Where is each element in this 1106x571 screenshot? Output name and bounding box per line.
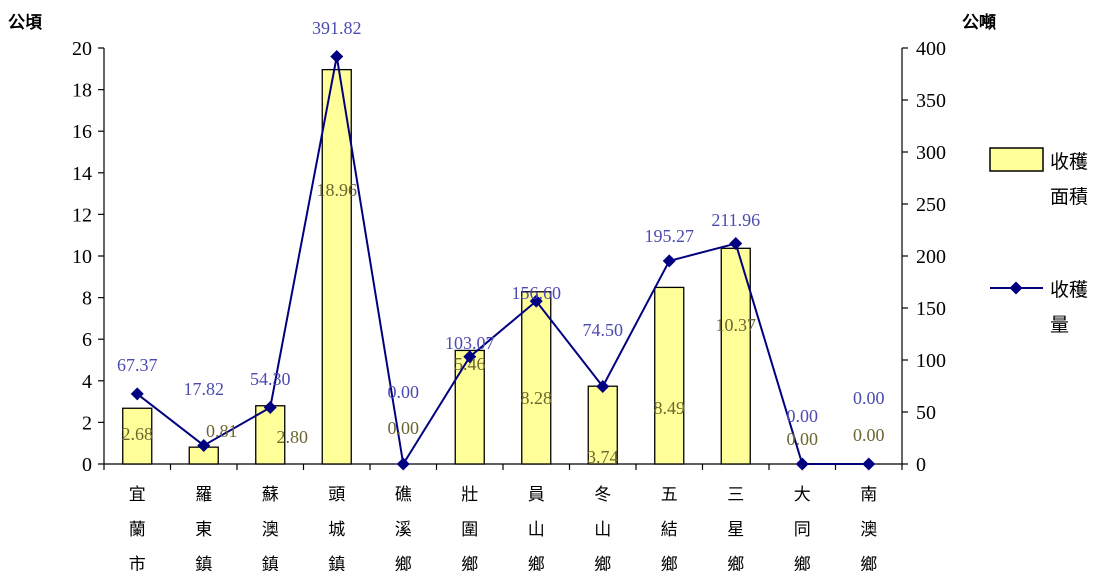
bar-value-label: 8.28	[521, 388, 553, 408]
line-value-label: 54.30	[250, 369, 291, 389]
category-label: 礁溪鄉	[395, 485, 412, 571]
bar-value-label: 10.37	[716, 315, 757, 335]
right-tick-label: 150	[916, 298, 946, 320]
legend-line-marker	[1009, 281, 1023, 295]
line-value-label: 67.37	[117, 355, 158, 375]
line-value-label: 17.82	[184, 379, 225, 399]
line-value-label: 0.00	[787, 406, 819, 426]
right-tick-label: 300	[916, 142, 946, 164]
bar-value-label: 2.80	[277, 427, 309, 447]
category-label: 冬山鄉	[594, 485, 611, 571]
left-tick-label: 8	[82, 288, 92, 310]
line-point	[330, 50, 344, 64]
category-label: 頭城鎮	[328, 485, 345, 571]
bar-value-label: 0.00	[853, 425, 885, 445]
left-tick-label: 10	[72, 246, 92, 268]
bar-value-label: 3.74	[587, 447, 619, 467]
bar-value-label: 2.68	[122, 424, 154, 444]
line-value-label: 211.96	[711, 210, 760, 230]
line-point	[862, 457, 876, 471]
category-label: 蘇澳鎮	[262, 485, 279, 571]
line-point	[263, 401, 277, 415]
category-label: 羅東鎮	[195, 485, 212, 571]
left-tick-label: 16	[72, 121, 92, 143]
line-point	[729, 237, 743, 251]
left-tick-label: 2	[82, 412, 92, 434]
left-tick-label: 6	[82, 329, 92, 351]
left-axis-unit: 公頃	[8, 13, 43, 33]
line-value-label: 0.00	[853, 388, 885, 408]
line-point	[596, 380, 610, 394]
left-tick-label: 12	[72, 204, 92, 226]
bar-value-label: 8.49	[654, 398, 686, 418]
legend-line-label: 收穫量	[1050, 279, 1088, 336]
category-label: 南澳鄉	[860, 485, 877, 571]
line-value-label: 74.50	[583, 320, 624, 340]
bar-value-label: 0.00	[388, 418, 420, 438]
left-tick-label: 18	[72, 80, 92, 102]
bars-group	[122, 68, 751, 465]
bar-value-label: 0.81	[206, 421, 238, 441]
line-value-label: 391.82	[312, 18, 362, 38]
legend-bar-swatch	[989, 147, 1044, 172]
bar-value-label: 0.00	[787, 429, 819, 449]
category-label: 大同鄉	[794, 485, 811, 571]
line-point	[529, 294, 543, 308]
right-tick-label: 250	[916, 194, 946, 216]
series-line	[136, 56, 869, 467]
bar-value-label: 5.46	[454, 354, 486, 374]
data-labels-group: 2.68 0.81 2.80 18.96 0.00 5.46 8.28 3.74 8.49 10.…	[117, 18, 885, 467]
category-label: 三星鄉	[727, 485, 744, 571]
bar	[521, 291, 552, 465]
line-value-label: 156.60	[512, 283, 562, 303]
line-value-label: 103.07	[445, 333, 495, 353]
line-point	[130, 387, 144, 401]
legend-bar-label: 收穫面積	[1050, 151, 1088, 208]
line-point	[795, 457, 809, 471]
left-tick-label: 0	[82, 454, 92, 476]
right-axis-unit: 公噸	[962, 12, 996, 33]
bar	[321, 68, 352, 465]
line-point	[197, 438, 211, 452]
left-tick-label: 14	[72, 163, 92, 185]
category-label: 五結鄉	[661, 485, 678, 571]
bar	[720, 247, 751, 465]
axes-group: 0246810121416182005010015020025030035040…	[8, 12, 996, 571]
line-point	[662, 254, 676, 268]
line-value-label: 0.00	[388, 382, 420, 402]
category-label: 宜蘭市	[129, 485, 146, 571]
right-tick-label: 200	[916, 246, 946, 268]
bar	[454, 349, 485, 465]
bar	[255, 405, 286, 465]
bar	[122, 407, 153, 465]
bar-value-label: 18.96	[317, 180, 358, 200]
bar	[587, 385, 618, 465]
left-tick-label: 20	[72, 38, 92, 60]
line-point	[463, 350, 477, 364]
left-tick-label: 4	[82, 371, 92, 393]
right-tick-label: 50	[916, 402, 936, 424]
right-tick-label: 0	[916, 454, 926, 476]
right-tick-label: 400	[916, 38, 946, 60]
line-point	[396, 457, 410, 471]
right-tick-label: 100	[916, 350, 946, 372]
line-value-label: 195.27	[645, 226, 695, 246]
right-tick-label: 350	[916, 90, 946, 112]
category-label: 員山鄉	[528, 485, 545, 571]
bar	[654, 286, 685, 465]
category-label: 壯圍鄉	[461, 485, 478, 571]
line-group	[130, 50, 876, 471]
